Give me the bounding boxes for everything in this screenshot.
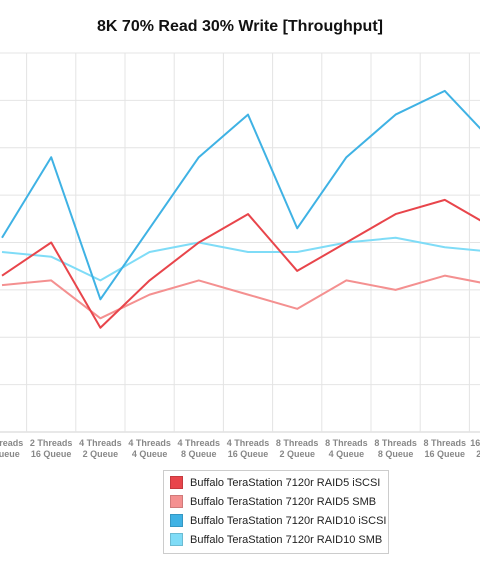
- legend-swatch: [170, 533, 183, 546]
- legend-item-3[interactable]: Buffalo TeraStation 7120r RAID10 iSCSI: [164, 511, 388, 530]
- series-layer: [1, 89, 480, 329]
- series-line-1: [1, 198, 480, 329]
- legend-label: Buffalo TeraStation 7120r RAID5 SMB: [190, 495, 377, 508]
- legend-swatch: [170, 476, 183, 489]
- legend-label: Buffalo TeraStation 7120r RAID5 iSCSI: [190, 476, 381, 489]
- x-tick-label: 4 Threads 8 Queue: [178, 438, 221, 459]
- legend-label: Buffalo TeraStation 7120r RAID10 iSCSI: [190, 514, 387, 527]
- x-tick-label: 4 Threads 4 Queue: [128, 438, 171, 459]
- x-tick-label: 4 Threads 2 Queue: [79, 438, 122, 459]
- series-line-4: [1, 236, 480, 282]
- chart-title: 8K 70% Read 30% Write [Throughput]: [97, 18, 383, 35]
- series-line-3: [1, 89, 480, 301]
- x-tick-label: 8 Threads 16 Queue: [424, 438, 467, 459]
- legend-label: Buffalo TeraStation 7120r RAID10 SMB: [190, 533, 383, 546]
- legend-swatch: [170, 495, 183, 508]
- x-tick-label: 8 Threads 8 Queue: [374, 438, 417, 459]
- x-tick-label: 2 Threads 16 Queue: [30, 438, 73, 459]
- legend-item-2[interactable]: Buffalo TeraStation 7120r RAID5 SMB: [164, 492, 388, 511]
- x-tick-label: 4 Threads 16 Queue: [227, 438, 270, 459]
- legend: Buffalo TeraStation 7120r RAID5 iSCSI Buf…: [163, 470, 389, 554]
- grid-layer: [0, 52, 480, 433]
- legend-item-1[interactable]: Buffalo TeraStation 7120r RAID5 iSCSI: [164, 473, 388, 492]
- x-tick-label: 8 Threads 4 Queue: [325, 438, 368, 459]
- x-tick-label: 8 Threads 2 Queue: [276, 438, 319, 459]
- series-line-2: [1, 274, 480, 320]
- legend-swatch: [170, 514, 183, 527]
- legend-item-4[interactable]: Buffalo TeraStation 7120r RAID10 SMB: [164, 530, 388, 549]
